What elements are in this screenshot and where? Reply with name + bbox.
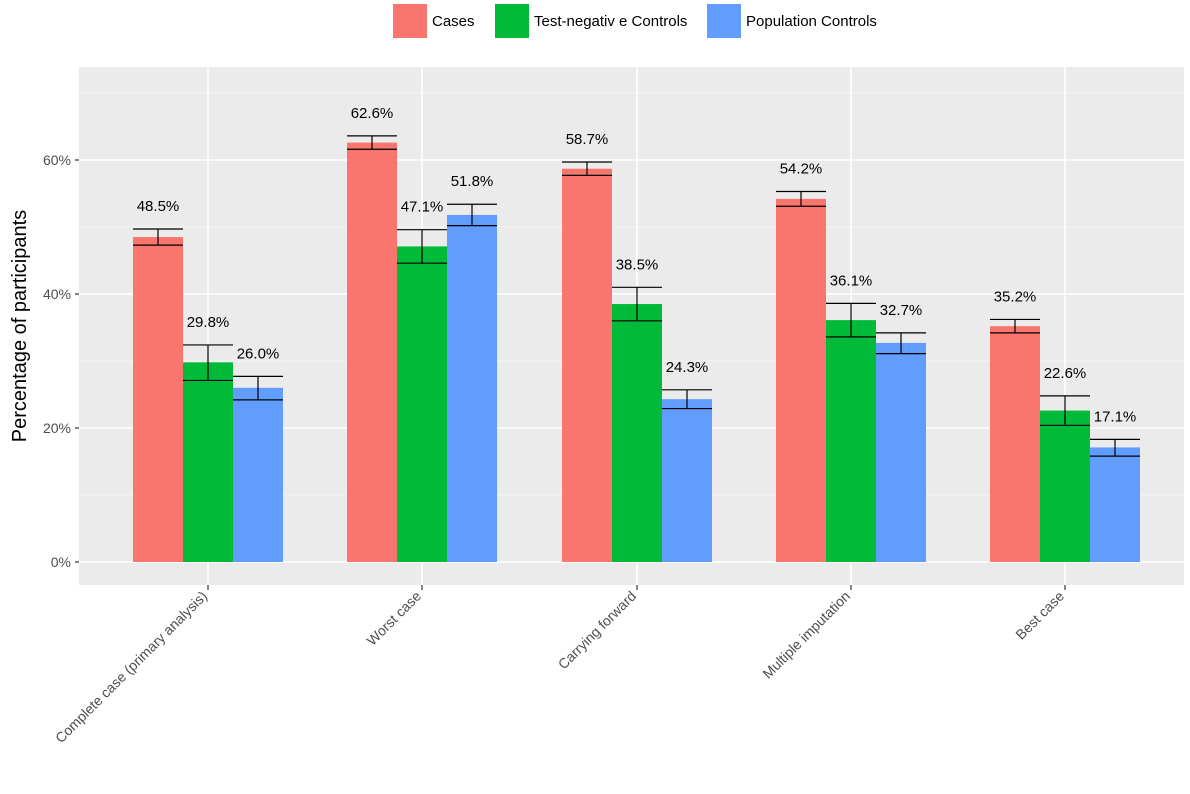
- y-tick-label: 0%: [51, 554, 71, 570]
- data-label: 38.5%: [616, 256, 659, 273]
- legend-key: [495, 4, 529, 38]
- error-bars: [133, 135, 1140, 457]
- error-bar: [183, 344, 233, 382]
- bar: [447, 214, 497, 562]
- bar: [990, 326, 1040, 562]
- error-bar: [612, 286, 662, 322]
- error-bar: [133, 228, 183, 246]
- legend-key: [707, 4, 741, 38]
- bar: [183, 362, 233, 562]
- data-label: 35.2%: [994, 288, 1037, 305]
- y-tick-label: 40%: [43, 286, 71, 302]
- data-label: 36.1%: [830, 272, 873, 289]
- data-label: 32.7%: [880, 302, 923, 319]
- legend: Cases Test-negativ e Controls Population C…: [393, 4, 877, 38]
- error-bar: [397, 229, 447, 264]
- y-tick-label: 20%: [43, 420, 71, 436]
- error-bar: [347, 135, 397, 150]
- error-bar: [1090, 438, 1140, 457]
- data-label: 24.3%: [666, 359, 709, 376]
- data-label: 58.7%: [566, 131, 609, 148]
- bars: [133, 142, 1140, 563]
- bar: [562, 168, 612, 562]
- error-bar: [1040, 395, 1090, 426]
- y-tick-label: 60%: [43, 152, 71, 168]
- data-label: 26.0%: [237, 345, 280, 362]
- legend-label: Population Controls: [746, 13, 877, 30]
- data-label: 29.8%: [187, 314, 230, 331]
- bar: [612, 304, 662, 562]
- bar: [233, 387, 283, 562]
- bar: [347, 142, 397, 562]
- bar: [876, 342, 926, 562]
- legend-key: [393, 4, 427, 38]
- y-axis: 0% 20% 40% 60%: [43, 152, 79, 570]
- error-bar: [990, 318, 1040, 334]
- error-bar: [562, 161, 612, 177]
- data-label: 17.1%: [1094, 408, 1137, 425]
- data-label: 54.2%: [780, 160, 823, 177]
- bar: [826, 320, 876, 562]
- error-bar: [776, 190, 826, 207]
- legend-label: Test-negativ e Controls: [534, 13, 687, 30]
- error-bar: [662, 389, 712, 410]
- data-label: 47.1%: [401, 199, 444, 216]
- bar: [1090, 447, 1140, 562]
- bar: [1040, 410, 1090, 562]
- error-bar: [233, 375, 283, 401]
- error-bar: [876, 332, 926, 355]
- bar: [133, 237, 183, 563]
- y-axis-title: Percentage of participants: [9, 210, 31, 442]
- error-bar: [447, 203, 497, 227]
- bar: [397, 246, 447, 562]
- data-label: 48.5%: [137, 198, 180, 215]
- legend-label: Cases: [432, 13, 475, 30]
- data-label: 22.6%: [1044, 365, 1087, 382]
- bar: [662, 399, 712, 562]
- error-bar: [826, 302, 876, 338]
- data-label: 51.8%: [451, 173, 494, 190]
- data-labels: 48.5% 29.8% 26.0% 62.6% 47.1% 51.8% 58.7% 38.5%…: [137, 105, 1137, 426]
- bar: [776, 198, 826, 563]
- data-label: 62.6%: [351, 105, 394, 122]
